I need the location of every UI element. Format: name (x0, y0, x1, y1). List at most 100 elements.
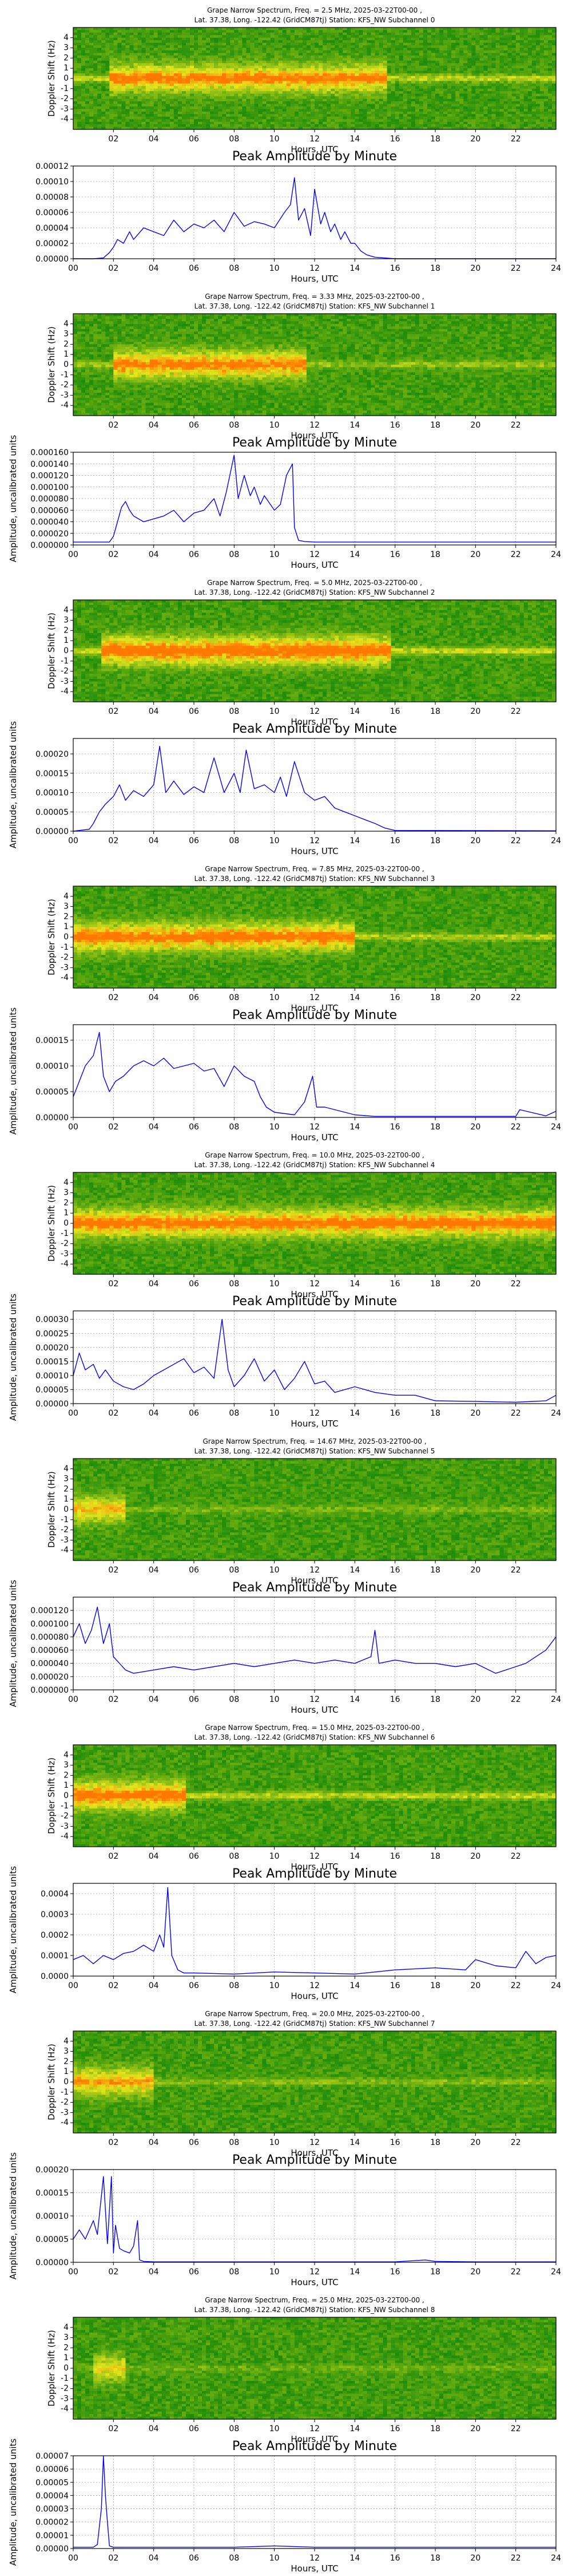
spectrogram-cell (507, 73, 513, 77)
spectrogram-cell (539, 101, 545, 105)
spectrogram-cell (282, 116, 287, 120)
spectrogram-cell (539, 73, 545, 77)
spectrogram-cell (359, 37, 363, 41)
spectrogram-cell (185, 93, 190, 97)
spectrogram-cell (202, 73, 206, 77)
spectrogram-cell (153, 76, 158, 79)
spectrogram-cell (202, 119, 206, 123)
spectrogram-cell (547, 116, 553, 120)
spectrogram-cell (310, 93, 315, 97)
spectrogram-cell (85, 109, 90, 112)
spectrogram-cell (371, 119, 376, 123)
spectrogram-cell (439, 127, 444, 130)
spectrogram-cell (499, 37, 505, 41)
spectrogram-cell (339, 83, 343, 86)
spectrogram-cell (447, 109, 452, 112)
spectrogram-cell (145, 76, 150, 79)
spectrogram-cell (85, 68, 90, 72)
spectrogram-cell (507, 45, 513, 49)
spectrogram-cell (254, 111, 259, 114)
spectrogram-cell (319, 30, 323, 33)
spectrogram-cell (198, 127, 202, 130)
spectrogram-cell (73, 359, 78, 363)
spectrogram-cell (73, 121, 78, 125)
spectrogram-cell (403, 88, 408, 92)
spectrogram-cell (89, 50, 94, 54)
spectrogram-cell (347, 70, 351, 74)
spectrogram-cell (491, 81, 496, 84)
spectrogram-cell (238, 96, 243, 100)
spectrogram-cell (290, 70, 295, 74)
spectrogram-cell (439, 73, 444, 77)
spectrogram-cell (121, 65, 126, 69)
spectrogram-cell (214, 53, 219, 56)
spectrogram-cell (499, 98, 505, 102)
spectrogram-cell (483, 86, 488, 89)
spectrogram-cell (117, 127, 122, 130)
spectrogram-cell (467, 127, 472, 130)
spectrogram-cell (535, 58, 541, 61)
spectrogram-cell (222, 37, 227, 41)
spectrogram-cell (101, 63, 106, 66)
spectrogram-cell (73, 400, 78, 404)
spectrogram-cell (254, 76, 259, 79)
spectrogram-cell (347, 37, 351, 41)
spectrogram-cell (399, 88, 404, 92)
spectrogram-cell (242, 91, 247, 94)
spectrogram-cell (77, 413, 82, 416)
spectrogram-cell (415, 109, 420, 112)
spectrogram-cell (165, 124, 170, 128)
spectrogram-cell (105, 45, 110, 49)
spectrogram-cell (491, 121, 496, 125)
spectrogram-cell (343, 63, 347, 66)
spectrogram-cell (407, 37, 412, 41)
spectrogram-cell (226, 114, 231, 117)
spectrogram-cell (387, 48, 392, 51)
spectrogram-cell (165, 37, 170, 41)
spectrogram-cell (117, 53, 122, 56)
spectrogram-cell (125, 35, 130, 38)
spectrogram-cell (459, 53, 464, 56)
spectrogram-cell (379, 127, 384, 130)
spectrogram-cell (407, 101, 412, 105)
spectrogram-cell (113, 45, 118, 49)
spectrogram-cell (475, 106, 480, 109)
spectrogram-cell (347, 91, 351, 94)
spectrogram-cell (77, 388, 82, 391)
spectrogram-cell (519, 111, 525, 114)
spectrogram-cell (475, 58, 480, 61)
spectrogram-cell (250, 119, 255, 123)
spectrogram-cell (503, 81, 509, 84)
spectrogram-cell (379, 81, 384, 84)
y-tick-label: 0.00002 (35, 239, 69, 248)
spectrogram-cell (302, 127, 307, 130)
spectrogram-cell (515, 42, 521, 46)
spectrogram-cell (483, 76, 488, 79)
spectrogram-cell (467, 98, 472, 102)
spectrogram-cell (515, 65, 521, 69)
spectrogram-cell (395, 58, 400, 61)
spectrogram-cell (290, 30, 295, 33)
spectrogram-cell (375, 27, 380, 31)
spectrogram-cell (407, 106, 412, 109)
spectrogram-cell (133, 32, 138, 35)
spectrogram-cell (173, 60, 178, 64)
spectrogram-cell (97, 106, 102, 109)
spectrogram-cell (531, 42, 537, 46)
spectrogram-cell (234, 78, 239, 82)
spectrogram-cell (463, 86, 468, 89)
spectrogram-cell (355, 76, 359, 79)
spectrogram-cell (77, 359, 82, 363)
spectrogram-cell (323, 53, 327, 56)
spectrogram-cell (491, 91, 496, 94)
spectrogram-cell (185, 109, 190, 112)
spectrogram-cell (331, 37, 335, 41)
spectrogram-cell (495, 86, 500, 89)
spectrogram-cell (495, 65, 500, 69)
spectrogram-cell (274, 68, 279, 72)
spectrogram-cell (463, 114, 468, 117)
spectrogram-cell (266, 27, 271, 31)
spectrogram-cell (137, 109, 142, 112)
spectrogram-cell (463, 30, 468, 33)
